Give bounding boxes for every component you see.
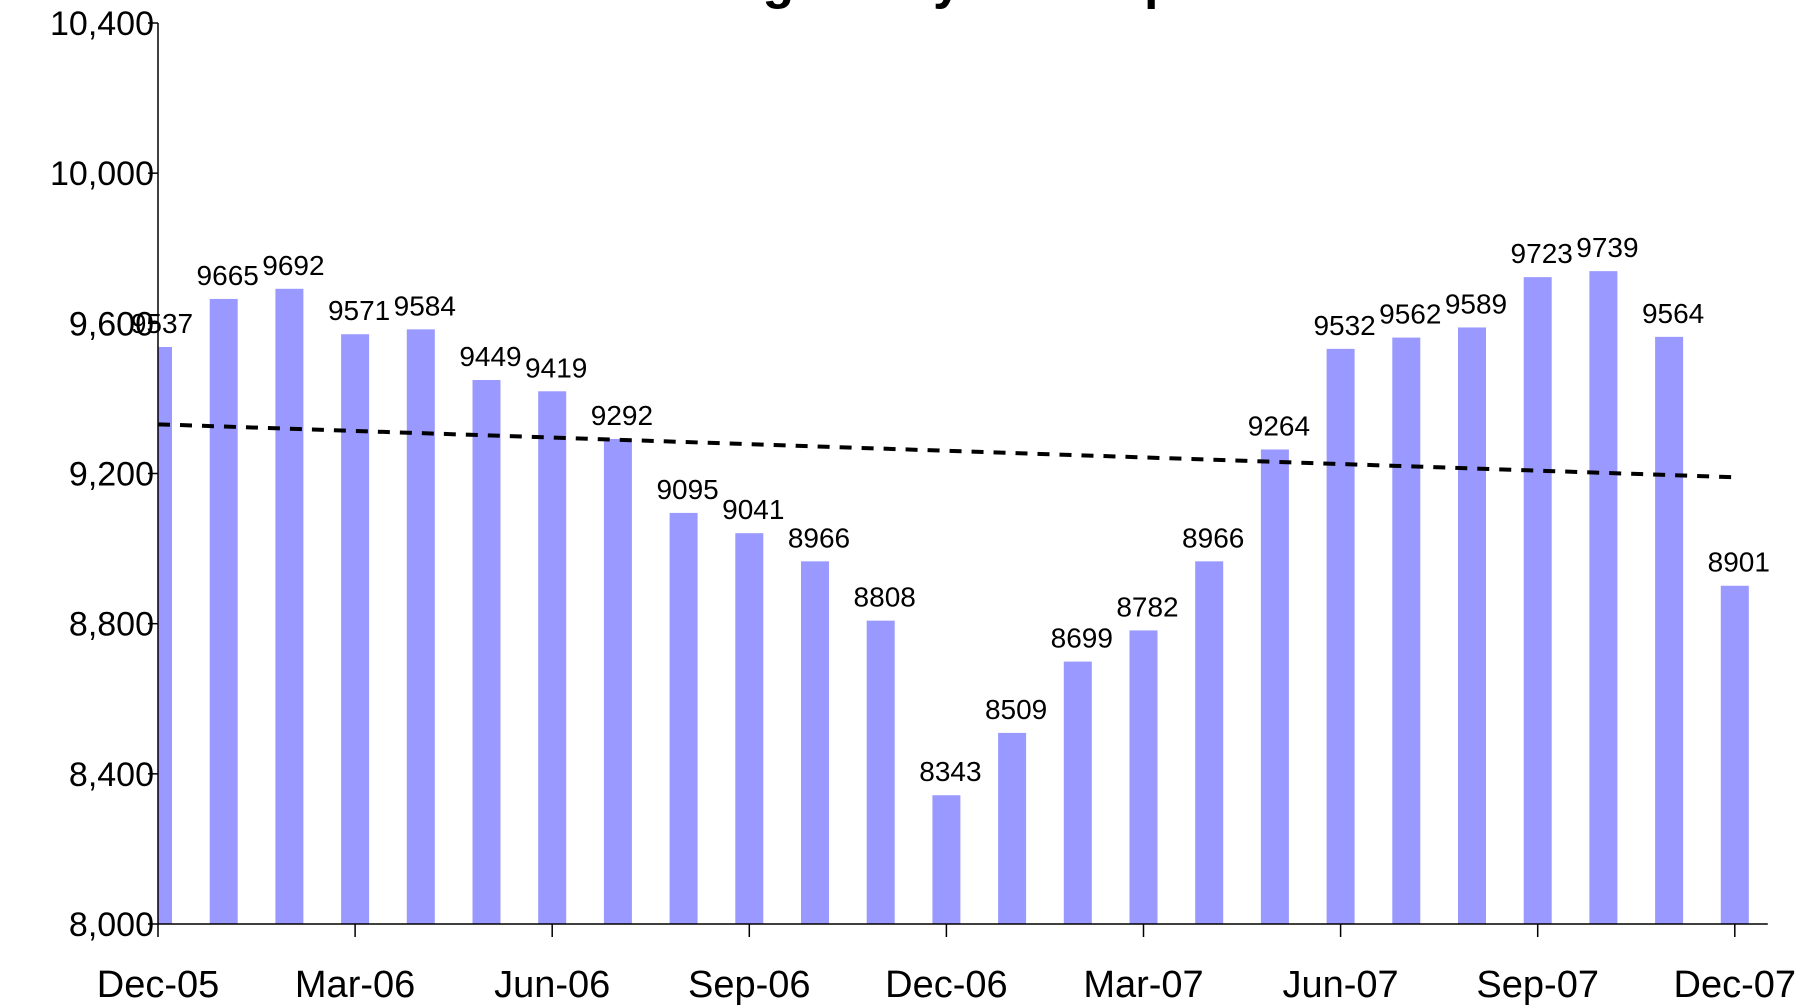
- data-label: 8966: [1182, 522, 1244, 553]
- data-label: 9095: [656, 474, 718, 505]
- bar: [341, 334, 370, 924]
- y-tick-label: 9,200: [69, 456, 154, 494]
- data-label: 8343: [919, 756, 981, 787]
- x-tick-label: Sep-07: [1476, 964, 1599, 1006]
- chart-title: Average Daily Jail Population: [620, 0, 1346, 10]
- data-label: 9532: [1313, 310, 1375, 341]
- data-label: 9584: [394, 290, 456, 321]
- bar: [1063, 661, 1092, 924]
- data-label: 9571: [328, 295, 390, 326]
- bar: [275, 288, 304, 924]
- trend-line: [157, 422, 1735, 480]
- data-label: 9562: [1379, 299, 1441, 330]
- bar: [1589, 271, 1618, 925]
- data-label: 9292: [591, 400, 653, 431]
- bar: [1458, 327, 1486, 925]
- y-tick-label: 8,000: [69, 906, 154, 944]
- data-label: 9589: [1445, 288, 1507, 319]
- bar: [1720, 585, 1749, 924]
- data-label: 8509: [985, 694, 1047, 725]
- data-label: 8699: [1051, 623, 1113, 654]
- x-tick-label: Dec-06: [885, 964, 1008, 1006]
- data-label: 9723: [1511, 238, 1573, 269]
- bar: [866, 620, 895, 924]
- data-label: 9665: [197, 260, 259, 291]
- y-tick-label: 9,600: [69, 305, 154, 343]
- x-tick-label: Mar-07: [1083, 964, 1203, 1006]
- data-label: 9419: [525, 352, 587, 383]
- data-label: 8901: [1708, 547, 1770, 578]
- x-tick-label: Mar-06: [295, 964, 415, 1006]
- data-label: 9739: [1576, 232, 1638, 263]
- data-label: 9564: [1642, 298, 1704, 329]
- data-label: 9041: [722, 494, 784, 525]
- bar: [932, 795, 961, 924]
- data-label: 9692: [262, 250, 324, 281]
- bar: [209, 298, 238, 924]
- bar: [603, 438, 632, 924]
- bar: [538, 391, 567, 924]
- x-tick-label: Sep-06: [688, 964, 811, 1006]
- bar: [801, 561, 829, 924]
- bar: [735, 533, 764, 924]
- bar: [1129, 630, 1158, 924]
- bar: [158, 346, 172, 924]
- bar: [669, 512, 698, 924]
- bar: [1523, 277, 1552, 924]
- x-tick-label: Dec-05: [97, 964, 220, 1006]
- x-tick-label: Jun-06: [494, 964, 610, 1006]
- data-label: 8966: [788, 522, 850, 553]
- bar: [472, 380, 501, 924]
- bar: [1195, 561, 1224, 924]
- x-tick-label: Dec-07: [1674, 964, 1797, 1006]
- y-tick-label: 10,400: [50, 5, 154, 43]
- x-tick-label: Jun-07: [1282, 964, 1398, 1006]
- bar: [1392, 337, 1421, 925]
- bar: [1260, 449, 1289, 924]
- bar: [406, 329, 435, 925]
- bar: [1326, 348, 1355, 924]
- bar: [1655, 336, 1684, 924]
- y-tick-label: 8,800: [69, 606, 154, 644]
- data-label: 8808: [854, 582, 916, 613]
- y-tick-label: 8,400: [69, 756, 154, 794]
- data-label: 9264: [1248, 410, 1310, 441]
- data-label: 9449: [459, 341, 521, 372]
- plot-area: [158, 271, 1749, 925]
- y-tick-label: 10,000: [50, 155, 154, 193]
- data-label: 8782: [1116, 591, 1178, 622]
- bar: [998, 732, 1027, 924]
- data-label: 9537: [131, 308, 193, 339]
